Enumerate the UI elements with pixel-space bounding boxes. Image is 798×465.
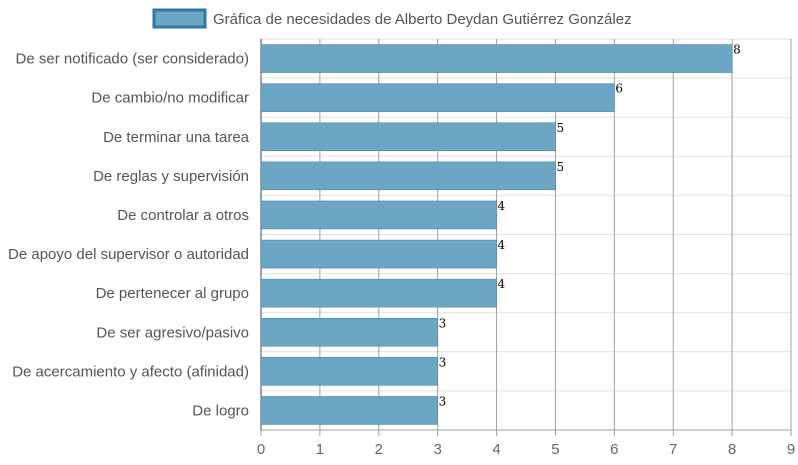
legend-swatch <box>152 8 207 29</box>
category-label: De cambio/no modificar <box>91 90 249 107</box>
x-tick-label: 2 <box>375 441 383 458</box>
bar[interactable] <box>260 318 438 347</box>
bar[interactable] <box>260 83 615 112</box>
category-label: De apoyo del supervisor o autoridad <box>8 246 249 263</box>
x-tick-label: 1 <box>316 441 324 458</box>
data-label: 5 <box>556 160 564 174</box>
bar[interactable] <box>260 278 497 308</box>
x-tick-label: 5 <box>551 441 559 458</box>
category-labels: De ser notificado (ser considerado) De ca… <box>8 51 250 420</box>
category-label: De ser notificado (ser considerado) <box>16 51 249 68</box>
x-axis: 0 1 2 3 4 5 6 7 8 9 <box>257 429 795 458</box>
bar[interactable] <box>260 161 556 191</box>
x-tick-label: 0 <box>257 441 265 458</box>
data-label: 4 <box>498 277 506 291</box>
bar[interactable] <box>260 239 497 269</box>
category-label: De controlar a otros <box>117 207 249 224</box>
bar[interactable] <box>260 396 438 425</box>
category-label: De ser agresivo/pasivo <box>96 324 249 341</box>
x-tick-label: 6 <box>610 441 618 458</box>
data-label: 5 <box>556 121 564 135</box>
category-label: De terminar una tarea <box>103 129 250 146</box>
x-tick-label: 4 <box>492 441 500 458</box>
x-tick-label: 7 <box>669 441 677 458</box>
data-label: 3 <box>439 316 447 330</box>
x-tick-label: 8 <box>728 441 736 458</box>
bars-group <box>260 44 733 425</box>
data-label: 3 <box>439 394 447 408</box>
bar[interactable] <box>260 357 438 386</box>
bar[interactable] <box>260 200 497 230</box>
bar[interactable] <box>260 44 733 73</box>
data-label: 4 <box>498 238 506 252</box>
category-label: De reglas y supervisión <box>93 168 249 185</box>
x-tick-label: 9 <box>787 441 795 458</box>
data-label: 3 <box>439 355 447 369</box>
category-label: De logro <box>192 402 249 419</box>
data-labels: 8 6 5 5 4 4 4 3 3 3 <box>439 43 741 409</box>
data-label: 8 <box>733 43 741 57</box>
bar[interactable] <box>260 122 556 151</box>
data-label: 6 <box>615 82 623 96</box>
x-tick-label: 3 <box>433 441 441 458</box>
legend-label: Gráfica de necesidades de Alberto Deydan… <box>213 11 632 28</box>
data-label: 4 <box>498 199 506 213</box>
chart-legend[interactable]: Gráfica de necesidades de Alberto Deydan… <box>152 8 632 29</box>
category-label: De pertenecer al grupo <box>96 285 249 302</box>
category-label: De acercamiento y afecto (afinidad) <box>12 363 249 380</box>
